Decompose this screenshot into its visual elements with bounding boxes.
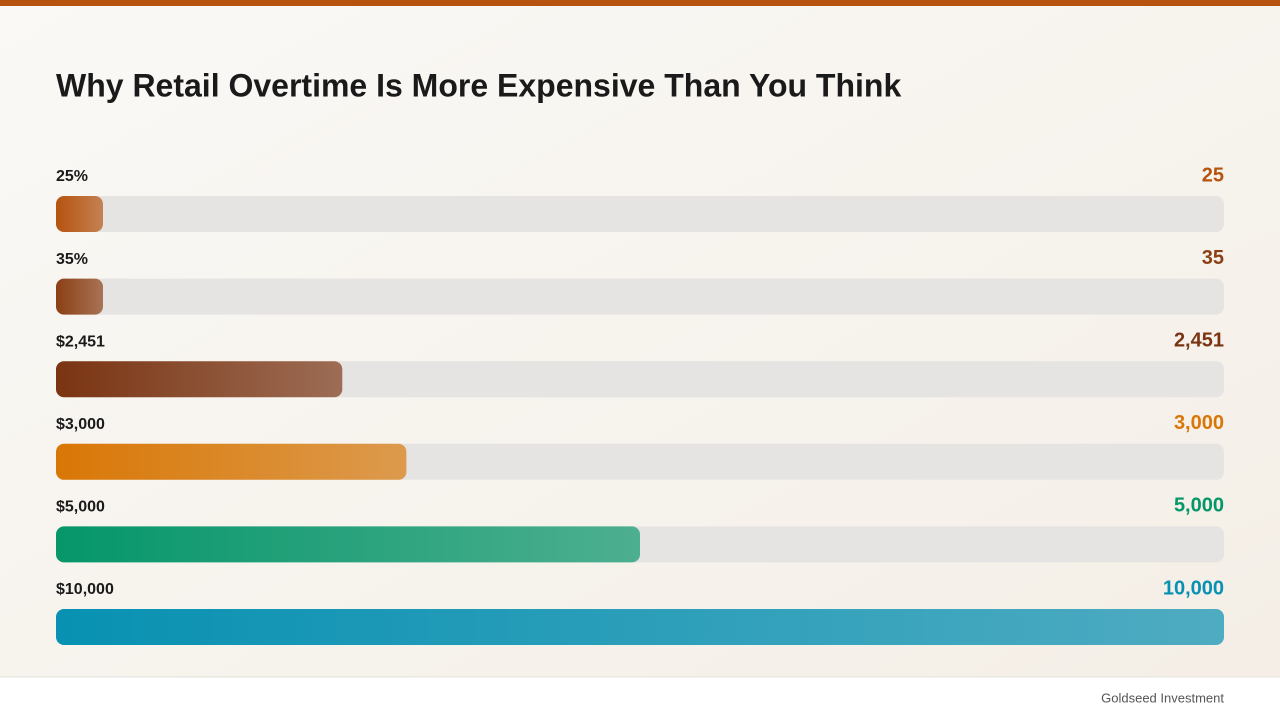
- value-label: 5,000: [1174, 495, 1224, 517]
- bar-label: $10,000: [56, 581, 114, 598]
- bar-label: $2,451: [56, 333, 105, 350]
- bar-label: 25%: [56, 168, 88, 185]
- bar-track: [56, 278, 1224, 315]
- value-label: 35: [1202, 247, 1224, 269]
- value-label: 10,000: [1163, 577, 1224, 599]
- bar: [56, 609, 1224, 645]
- value-label: 25: [1202, 164, 1224, 186]
- bar: [56, 443, 407, 480]
- bar: [56, 526, 640, 563]
- bar-label: $5,000: [56, 499, 105, 516]
- bar: [56, 196, 103, 232]
- value-label: 2,451: [1174, 329, 1224, 351]
- footer-brand: Goldseed Investment: [1101, 690, 1224, 705]
- value-label: 3,000: [1174, 412, 1224, 434]
- bar-label: $3,000: [56, 416, 105, 433]
- chart-title: Why Retail Overtime Is More Expensive Th…: [56, 67, 901, 103]
- top-accent: [0, 0, 1280, 6]
- bar: [56, 278, 103, 315]
- bar-label: 35%: [56, 251, 88, 268]
- background: [0, 0, 1280, 677]
- bar-track: [56, 361, 1224, 398]
- footer: [0, 677, 1280, 720]
- bar-track: [56, 196, 1224, 232]
- bar: [56, 361, 343, 398]
